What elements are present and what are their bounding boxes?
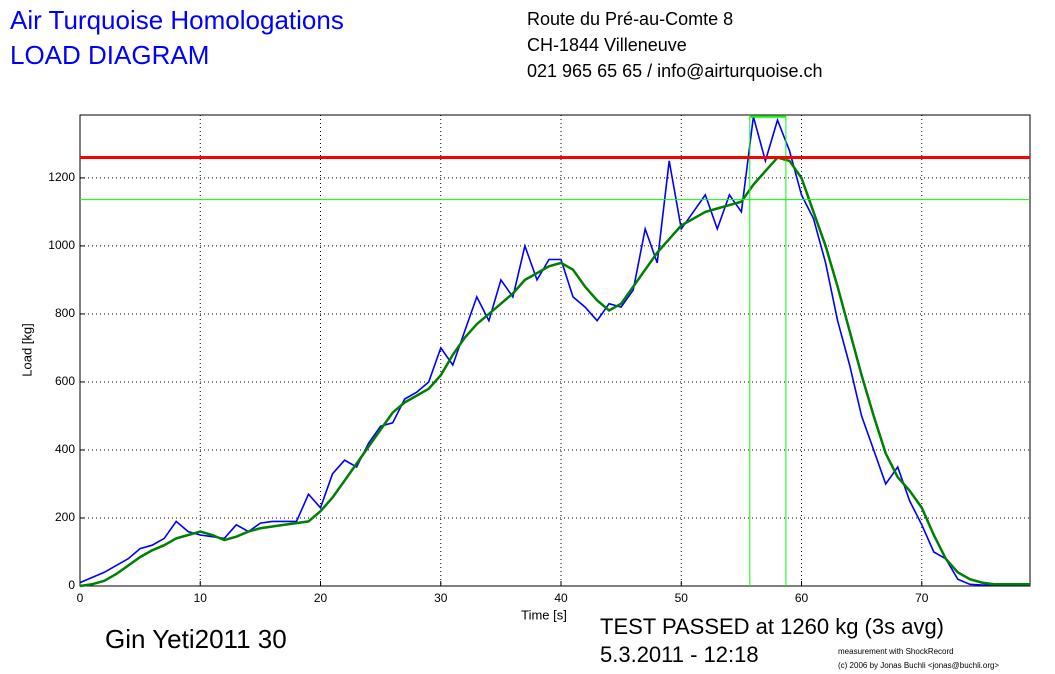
subtitle: LOAD DIAGRAM bbox=[10, 40, 209, 70]
x-tick-label: 70 bbox=[915, 591, 929, 605]
address: Route du Pré-au-Comte 8 bbox=[527, 9, 733, 29]
glider: Gin Yeti2011 30 bbox=[105, 624, 287, 654]
x-tick-label: 0 bbox=[77, 591, 84, 605]
x-tick-label: 40 bbox=[554, 591, 568, 605]
y-tick-label: 1000 bbox=[48, 238, 75, 252]
x-axis-label: Time [s] bbox=[521, 607, 567, 622]
y-axis-label: Load [kg] bbox=[19, 323, 34, 377]
x-tick-label: 20 bbox=[314, 591, 328, 605]
x-tick-label: 30 bbox=[434, 591, 448, 605]
date: 5.3.2011 - 12:18 bbox=[600, 642, 759, 667]
data-line bbox=[79, 156, 1030, 588]
x-tick-label: 50 bbox=[675, 591, 689, 605]
credits: measurement with ShockRecord bbox=[838, 647, 954, 656]
y-tick-label: 800 bbox=[55, 306, 75, 320]
data-line bbox=[79, 116, 1030, 586]
address: 021 965 65 65 / info@airturquoise.ch bbox=[527, 61, 822, 81]
y-tick-label: 400 bbox=[55, 442, 75, 456]
plot-area bbox=[79, 114, 1031, 587]
title: Air Turquoise Homologations bbox=[10, 5, 344, 35]
y-tick-label: 200 bbox=[55, 510, 75, 524]
x-tick-label: 60 bbox=[795, 591, 809, 605]
result: TEST PASSED at 1260 kg (3s avg) bbox=[600, 614, 944, 639]
y-tick-label: 0 bbox=[68, 578, 75, 592]
y-tick-label: 1200 bbox=[48, 170, 75, 184]
credits: (c) 2006 by Jonas Buchli <jonas@buchli.o… bbox=[838, 661, 999, 670]
x-tick-label: 10 bbox=[194, 591, 208, 605]
y-tick-label: 600 bbox=[55, 374, 75, 388]
address: CH-1844 Villeneuve bbox=[527, 35, 687, 55]
